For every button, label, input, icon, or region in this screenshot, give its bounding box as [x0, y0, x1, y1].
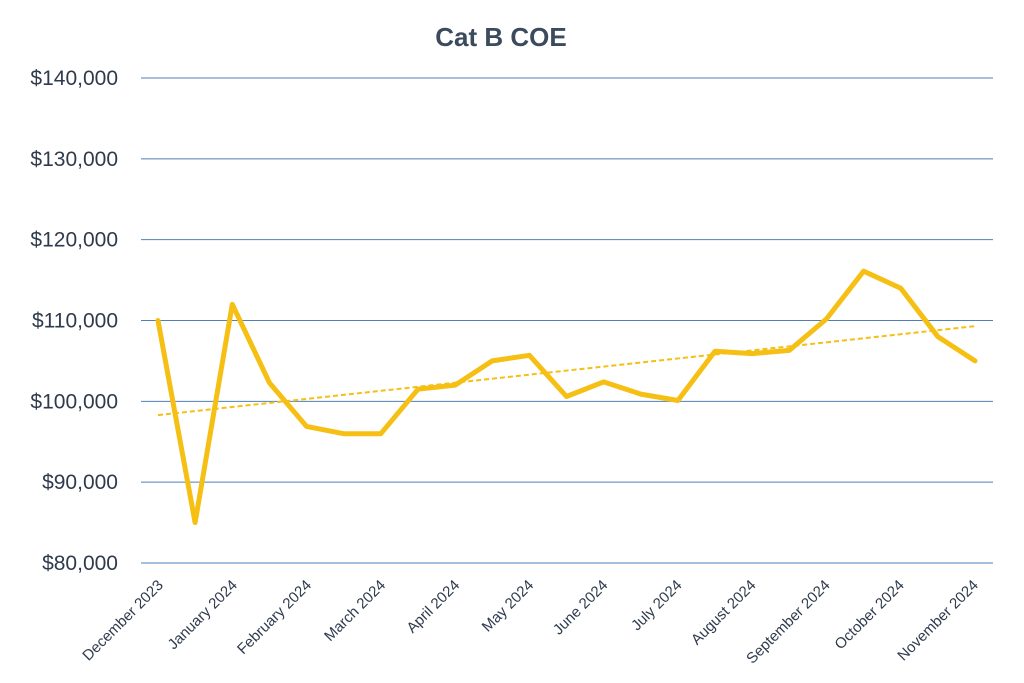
y-tick-label: $80,000 [42, 552, 118, 575]
y-tick-label: $90,000 [42, 471, 118, 494]
y-tick-label: $140,000 [30, 67, 118, 90]
x-tick-label: March 2024 [321, 577, 389, 645]
y-axis-ticks: $80,000 $90,000 $100,000 $110,000 $120,000 $1… [30, 67, 118, 575]
x-tick-label: November 2024 [894, 577, 981, 664]
grid-layer [141, 77, 993, 564]
x-tick-label: April 2024 [403, 577, 463, 637]
x-tick-label: February 2024 [234, 577, 315, 658]
y-tick-label: $110,000 [32, 310, 118, 333]
y-tick-label: $120,000 [30, 229, 118, 252]
x-tick-label: December 2023 [79, 577, 166, 664]
y-tick-label: $100,000 [30, 390, 118, 413]
chart-title: Cat B COE [435, 22, 566, 52]
x-tick-label: January 2024 [165, 577, 241, 653]
x-tick-label: August 2024 [688, 577, 760, 649]
series-layer [155, 268, 978, 526]
x-tick-label: May 2024 [479, 577, 538, 636]
y-tick-label: $130,000 [30, 148, 118, 171]
series-line [155, 268, 978, 526]
x-tick-label: July 2024 [628, 577, 685, 634]
x-tick-label: October 2024 [831, 577, 907, 653]
x-tick-label: June 2024 [550, 577, 612, 639]
trendline [157, 325, 976, 417]
